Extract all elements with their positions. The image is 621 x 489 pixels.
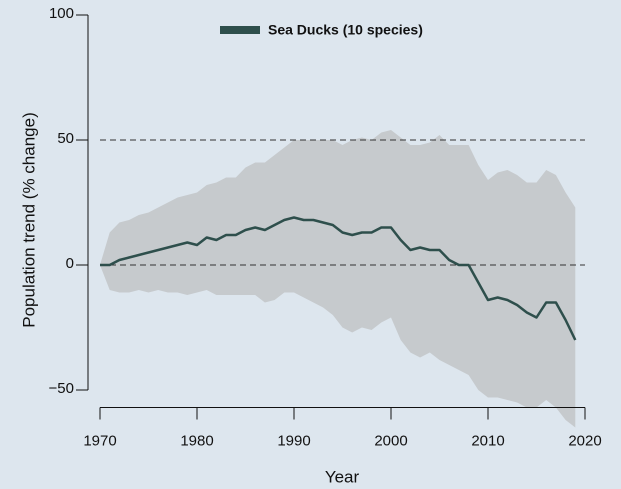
x-tick-label: 1980	[180, 432, 213, 449]
x-tick-label: 2010	[471, 432, 504, 449]
x-tick-label: 1970	[83, 432, 116, 449]
y-axis-label: Population trend (% change)	[19, 112, 38, 327]
x-axis-label: Year	[325, 467, 360, 486]
y-tick-label: 100	[49, 5, 74, 22]
legend-label: Sea Ducks (10 species)	[268, 22, 423, 38]
confidence-band	[100, 130, 576, 428]
x-tick-label: 2000	[374, 432, 407, 449]
y-tick-label: 50	[57, 130, 74, 147]
x-tick-label: 1990	[277, 432, 310, 449]
y-tick-label: −50	[49, 380, 74, 397]
y-tick-label: 0	[66, 255, 74, 272]
legend-swatch	[220, 26, 260, 34]
trend-line	[100, 216, 577, 341]
x-tick-label: 2020	[568, 432, 601, 449]
